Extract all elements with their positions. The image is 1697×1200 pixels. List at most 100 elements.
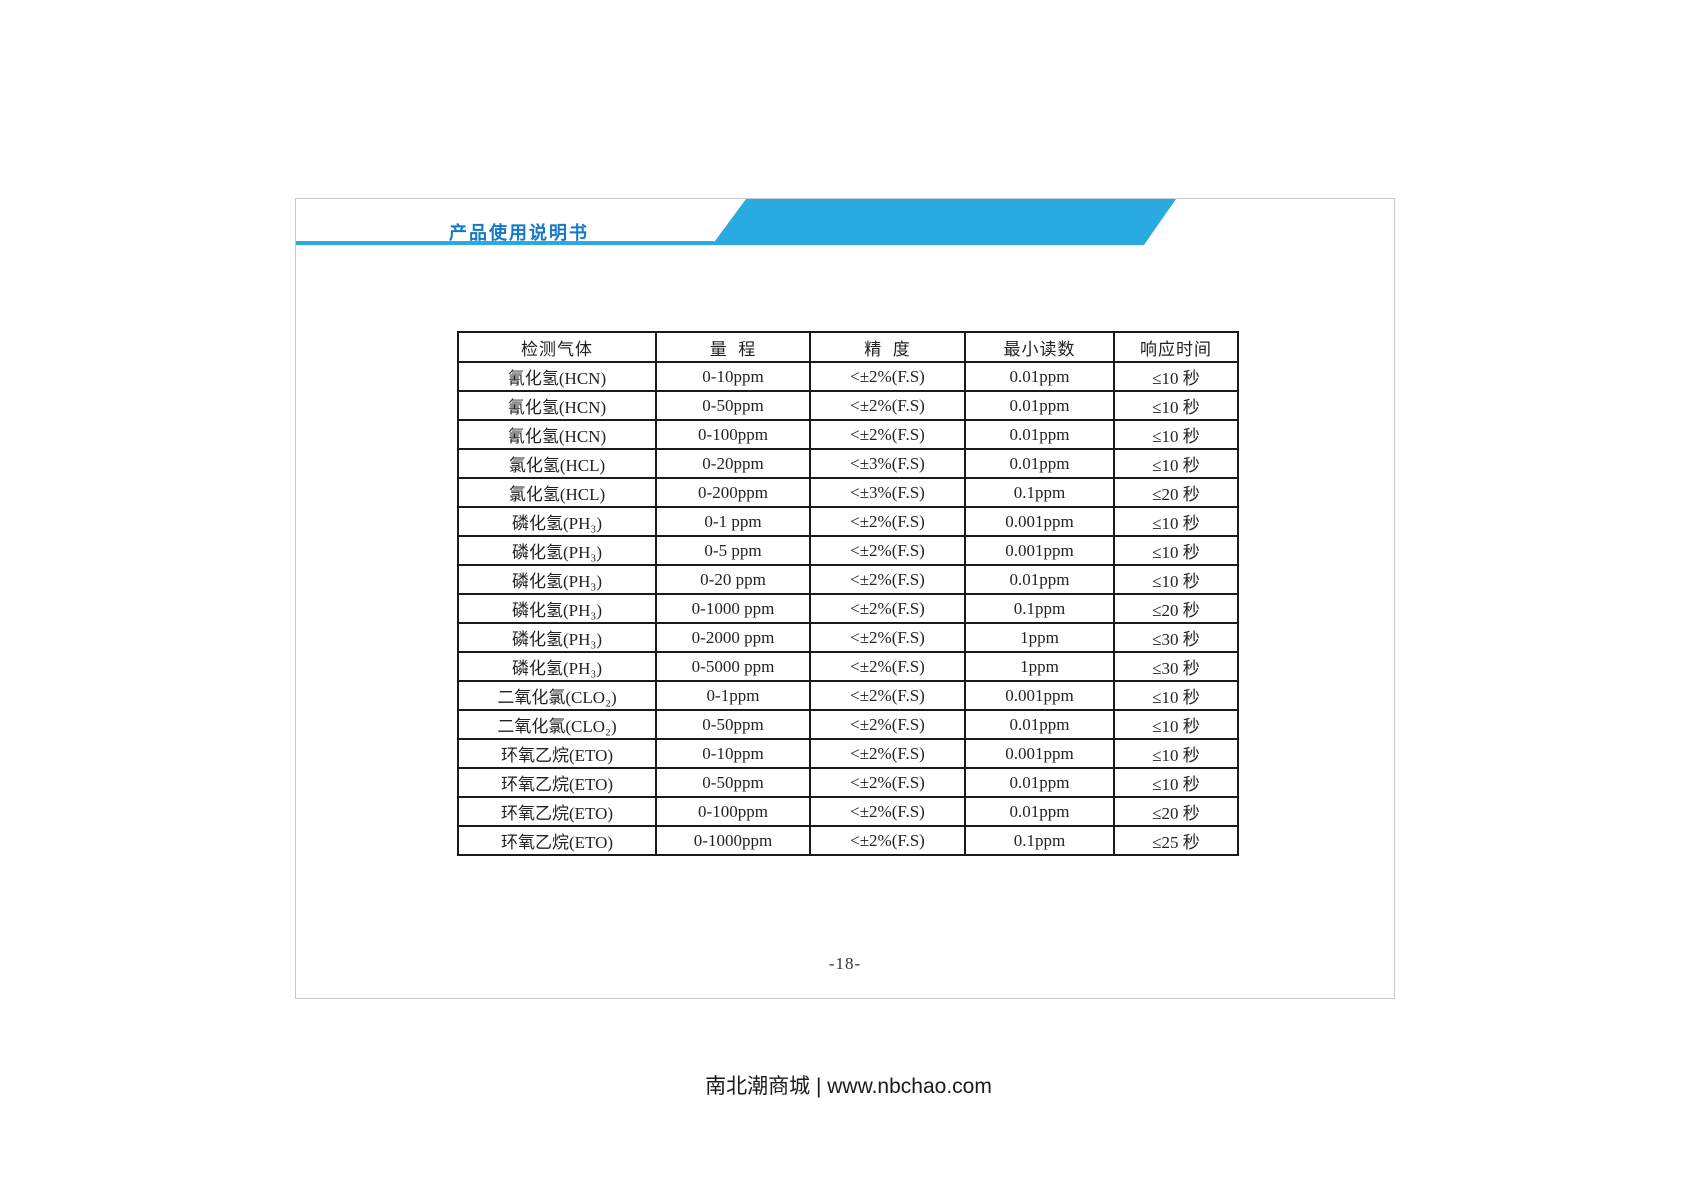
cell-response: ≤10 秒 <box>1113 709 1239 740</box>
cell-response: ≤10 秒 <box>1113 738 1239 769</box>
footer-text: 南北潮商城 | www.nbchao.com <box>705 1075 992 1098</box>
cell-range: 0-200ppm <box>655 477 811 508</box>
page-number: -18- <box>828 954 862 973</box>
site-footer: 南北潮商城 | www.nbchao.com <box>0 1070 1697 1100</box>
table-row: 环氧乙烷(ETO) 0-100ppm <±2%(F.S) 0.01ppm ≤20 秒 <box>457 796 1239 827</box>
cell-min-reading: 0.01ppm <box>964 419 1115 450</box>
cell-min-reading: 0.001ppm <box>964 738 1115 769</box>
header-underline-bar <box>296 241 714 245</box>
cell-accuracy: <±2%(F.S) <box>809 622 966 653</box>
cell-response: ≤30 秒 <box>1113 622 1239 653</box>
column-header-range: 量 程 <box>655 331 811 363</box>
table-body: 氰化氢(HCN) 0-10ppm <±2%(F.S) 0.01ppm ≤10 秒氰化氢(… <box>457 361 1239 856</box>
cell-response: ≤20 秒 <box>1113 796 1239 827</box>
cell-response: ≤20 秒 <box>1113 477 1239 508</box>
cell-response: ≤25 秒 <box>1113 825 1239 856</box>
table-row: 二氧化氯(CLO₂) 0-1ppm <±2%(F.S) 0.001ppm ≤10 秒 <box>457 680 1239 711</box>
cell-min-reading: 0.01ppm <box>964 390 1115 421</box>
cell-response: ≤10 秒 <box>1113 361 1239 392</box>
table-row: 磷化氢(PH₃) 0-5 ppm <±2%(F.S) 0.001ppm ≤10 秒 <box>457 535 1239 566</box>
cell-accuracy: <±2%(F.S) <box>809 390 966 421</box>
cell-accuracy: <±2%(F.S) <box>809 593 966 624</box>
cell-min-reading: 0.01ppm <box>964 361 1115 392</box>
cell-min-reading: 0.001ppm <box>964 535 1115 566</box>
table-row: 氯化氢(HCL) 0-20ppm <±3%(F.S) 0.01ppm ≤10 秒 <box>457 448 1239 479</box>
cell-response: ≤10 秒 <box>1113 506 1239 537</box>
manual-page: 产品使用说明书 检测气体 量 程 精 度 最小读数 响应时间 氰化氢(HCN) 0 <box>295 198 1395 999</box>
cell-range: 0-10ppm <box>655 738 811 769</box>
cell-range: 0-1000 ppm <box>655 593 811 624</box>
cell-accuracy: <±2%(F.S) <box>809 738 966 769</box>
cell-response: ≤10 秒 <box>1113 390 1239 421</box>
cell-response: ≤10 秒 <box>1113 535 1239 566</box>
cell-range: 0-1 ppm <box>655 506 811 537</box>
cell-gas: 环氧乙烷(ETO) <box>457 767 657 798</box>
cell-gas: 磷化氢(PH₃) <box>457 651 657 682</box>
table-row: 氰化氢(HCN) 0-10ppm <±2%(F.S) 0.01ppm ≤10 秒 <box>457 361 1239 392</box>
cell-gas: 磷化氢(PH₃) <box>457 564 657 595</box>
cell-accuracy: <±2%(F.S) <box>809 651 966 682</box>
cell-gas: 环氧乙烷(ETO) <box>457 796 657 827</box>
table-header-row: 检测气体 量 程 精 度 最小读数 响应时间 <box>457 331 1239 363</box>
cell-min-reading: 0.001ppm <box>964 506 1115 537</box>
cell-range: 0-2000 ppm <box>655 622 811 653</box>
cell-gas: 磷化氢(PH₃) <box>457 593 657 624</box>
cell-accuracy: <±2%(F.S) <box>809 767 966 798</box>
table-row: 磷化氢(PH₃) 0-2000 ppm <±2%(F.S) 1ppm ≤30 秒 <box>457 622 1239 653</box>
cell-range: 0-1000ppm <box>655 825 811 856</box>
cell-accuracy: <±2%(F.S) <box>809 419 966 450</box>
cell-min-reading: 1ppm <box>964 651 1115 682</box>
cell-min-reading: 0.01ppm <box>964 767 1115 798</box>
cell-min-reading: 0.01ppm <box>964 564 1115 595</box>
cell-min-reading: 1ppm <box>964 622 1115 653</box>
cell-accuracy: <±2%(F.S) <box>809 506 966 537</box>
cell-min-reading: 0.1ppm <box>964 477 1115 508</box>
cell-gas: 二氧化氯(CLO₂) <box>457 709 657 740</box>
cell-response: ≤30 秒 <box>1113 651 1239 682</box>
cell-range: 0-10ppm <box>655 361 811 392</box>
table-row: 二氧化氯(CLO₂) 0-50ppm <±2%(F.S) 0.01ppm ≤10 秒 <box>457 709 1239 740</box>
cell-min-reading: 0.1ppm <box>964 825 1115 856</box>
cell-range: 0-20 ppm <box>655 564 811 595</box>
cell-gas: 二氧化氯(CLO₂) <box>457 680 657 711</box>
cell-range: 0-100ppm <box>655 796 811 827</box>
cell-accuracy: <±2%(F.S) <box>809 535 966 566</box>
cell-response: ≤10 秒 <box>1113 564 1239 595</box>
cell-range: 0-1ppm <box>655 680 811 711</box>
cell-range: 0-50ppm <box>655 709 811 740</box>
table-row: 氰化氢(HCN) 0-50ppm <±2%(F.S) 0.01ppm ≤10 秒 <box>457 390 1239 421</box>
cell-gas: 磷化氢(PH₃) <box>457 622 657 653</box>
column-header-accuracy: 精 度 <box>809 331 966 363</box>
cell-gas: 磷化氢(PH₃) <box>457 535 657 566</box>
cell-range: 0-5 ppm <box>655 535 811 566</box>
cell-gas: 氯化氢(HCL) <box>457 448 657 479</box>
cell-min-reading: 0.01ppm <box>964 448 1115 479</box>
table-row: 磷化氢(PH₃) 0-1000 ppm <±2%(F.S) 0.1ppm ≤20 秒 <box>457 593 1239 624</box>
column-header-response: 响应时间 <box>1113 331 1239 363</box>
cell-accuracy: <±3%(F.S) <box>809 477 966 508</box>
table-row: 磷化氢(PH₃) 0-1 ppm <±2%(F.S) 0.001ppm ≤10 秒 <box>457 506 1239 537</box>
table-row: 环氧乙烷(ETO) 0-1000ppm <±2%(F.S) 0.1ppm ≤25 秒 <box>457 825 1239 856</box>
cell-gas: 氰化氢(HCN) <box>457 361 657 392</box>
cell-accuracy: <±2%(F.S) <box>809 361 966 392</box>
gas-spec-table: 检测气体 量 程 精 度 最小读数 响应时间 氰化氢(HCN) 0-10ppm <±… <box>457 331 1239 856</box>
cell-accuracy: <±2%(F.S) <box>809 796 966 827</box>
page-header: 产品使用说明书 <box>296 199 1394 245</box>
cell-range: 0-50ppm <box>655 390 811 421</box>
table-row: 环氧乙烷(ETO) 0-10ppm <±2%(F.S) 0.001ppm ≤10 秒 <box>457 738 1239 769</box>
column-header-gas: 检测气体 <box>457 331 657 363</box>
cell-response: ≤10 秒 <box>1113 419 1239 450</box>
cell-accuracy: <±3%(F.S) <box>809 448 966 479</box>
cell-gas: 氰化氢(HCN) <box>457 419 657 450</box>
cell-range: 0-50ppm <box>655 767 811 798</box>
table-row: 磷化氢(PH₃) 0-5000 ppm <±2%(F.S) 1ppm ≤30 秒 <box>457 651 1239 682</box>
cell-accuracy: <±2%(F.S) <box>809 709 966 740</box>
column-header-min-reading: 最小读数 <box>964 331 1115 363</box>
table-row: 氰化氢(HCN) 0-100ppm <±2%(F.S) 0.01ppm ≤10 秒 <box>457 419 1239 450</box>
table-row: 磷化氢(PH₃) 0-20 ppm <±2%(F.S) 0.01ppm ≤10 秒 <box>457 564 1239 595</box>
page-title: 产品使用说明书 <box>449 223 589 243</box>
cell-gas: 氯化氢(HCL) <box>457 477 657 508</box>
cell-min-reading: 0.001ppm <box>964 680 1115 711</box>
cell-response: ≤20 秒 <box>1113 593 1239 624</box>
